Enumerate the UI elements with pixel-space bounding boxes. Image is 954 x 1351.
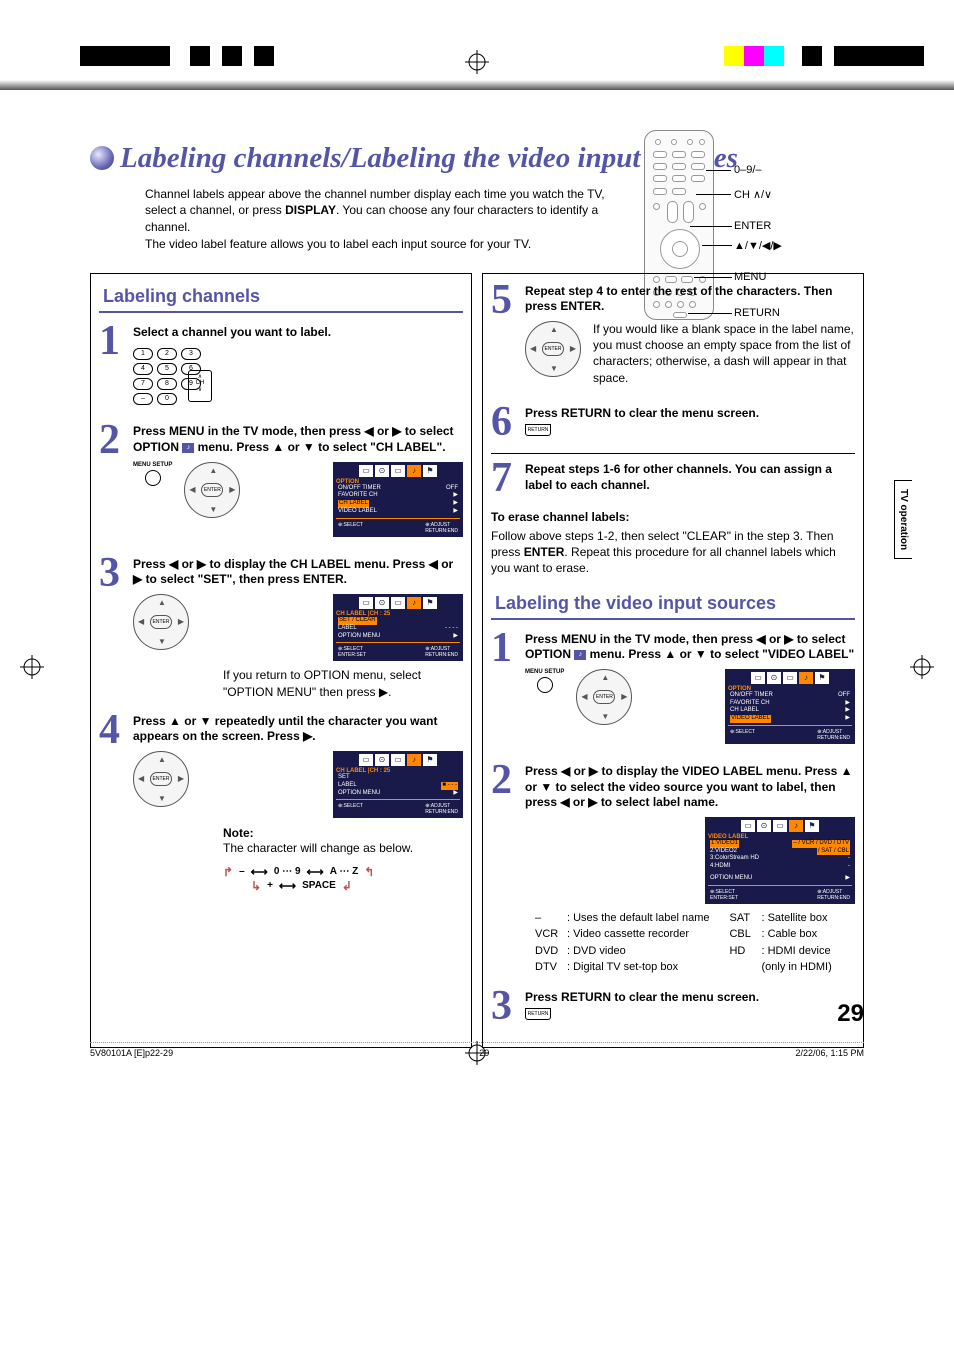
step-text: Press MENU in the TV mode, then press ◀ … xyxy=(525,632,855,663)
step-text: Repeat step 4 to enter the rest of the c… xyxy=(525,284,855,315)
title-section: Labeling channels/Labeling the video inp… xyxy=(90,140,864,253)
osd-menu: ▭⊙▭♪⚑ OPTION ON/OFF TIMEROFF FAVORITE CH… xyxy=(725,669,855,744)
menu-setup-icon: MENU SETUP xyxy=(525,669,564,693)
dpad-icon: ▲▼◀▶ENTER xyxy=(133,594,189,650)
step-text: Press ◀ or ▶ to display the VIDEO LABEL … xyxy=(525,764,855,811)
step-number: 5 xyxy=(491,284,525,392)
char-sequence-diagram: ↱–⟷0 ⋯ 9⟷A ⋯ Z↰ ↳+⟷SPACE↲ xyxy=(223,865,463,893)
erase-heading: To erase channel labels: xyxy=(491,510,855,524)
step-text: Repeat steps 1-6 for other channels. You… xyxy=(525,462,855,493)
step-text: Press ◀ or ▶ to display the CH LABEL men… xyxy=(133,557,463,588)
return-key-icon: RETURN xyxy=(525,424,551,436)
return-key-icon: RETURN xyxy=(525,1008,551,1020)
step-3: 3 Press ◀ or ▶ to display the CH LABEL m… xyxy=(99,557,463,700)
video-step-1: 1 Press MENU in the TV mode, then press … xyxy=(491,632,855,750)
osd-menu: ▭⊙▭♪⚑ VIDEO LABEL 1:VIDEO1– / VCR / DVD … xyxy=(705,817,855,904)
keypad-icon: 123 456 789 –0 ∧CH∨ xyxy=(133,348,463,402)
footer-filename: 5V80101A [E]p22-29 xyxy=(90,1048,173,1058)
step-text: Press RETURN to clear the menu screen. xyxy=(525,990,855,1006)
step-4: 4 Press ▲ or ▼ repeatedly until the char… xyxy=(99,714,463,893)
dpad-icon: ▲▼◀▶ENTER xyxy=(133,751,189,807)
step-1: 1 Select a channel you want to label. 12… xyxy=(99,325,463,411)
left-column: Labeling channels 1 Select a channel you… xyxy=(90,273,472,1048)
crosshair-icon xyxy=(465,1041,489,1070)
step-note: If you would like a blank space in the l… xyxy=(593,321,855,386)
erase-text: Follow above steps 1-2, then select "CLE… xyxy=(491,528,855,577)
step-number: 4 xyxy=(99,714,133,893)
step-number: 3 xyxy=(491,990,525,1024)
remote-label: 0–9/– xyxy=(734,164,762,176)
option-icon: ♪ xyxy=(574,650,586,660)
osd-menu: ▭⊙▭♪⚑ CH LABEL |CH : 25 SET LABEL■ - - -… xyxy=(333,751,463,818)
remote-label: ENTER xyxy=(734,220,771,232)
step-text: Press ▲ or ▼ repeatedly until the charac… xyxy=(133,714,463,745)
step-5: 5 Repeat step 4 to enter the rest of the… xyxy=(491,284,855,392)
dpad-icon: ▲▼◀▶ENTER xyxy=(184,462,240,518)
step-text: Select a channel you want to label. xyxy=(133,325,463,341)
section-heading: Labeling channels xyxy=(99,284,463,313)
step-number: 3 xyxy=(99,557,133,700)
section-heading: Labeling the video input sources xyxy=(491,591,855,620)
title-bullet-icon xyxy=(90,146,114,170)
step-note: If you return to OPTION menu, select "OP… xyxy=(223,667,463,699)
step-number: 2 xyxy=(99,424,133,542)
video-step-2: 2 Press ◀ or ▶ to display the VIDEO LABE… xyxy=(491,764,855,976)
step-number: 6 xyxy=(491,406,525,440)
right-column: 5 Repeat step 4 to enter the rest of the… xyxy=(482,273,864,1048)
footer-timestamp: 2/22/06, 1:15 PM xyxy=(795,1048,864,1058)
remote-label: ▲/▼/◀/▶ xyxy=(734,239,782,252)
page-number: 29 xyxy=(837,1000,864,1028)
step-2: 2 Press MENU in the TV mode, then press … xyxy=(99,424,463,542)
step-number: 1 xyxy=(99,325,133,411)
note-label: Note: xyxy=(223,826,463,840)
step-text: Press RETURN to clear the menu screen. xyxy=(525,406,855,422)
dpad-icon: ▲▼◀▶ENTER xyxy=(576,669,632,725)
step-number: 2 xyxy=(491,764,525,976)
note-text: The character will change as below. xyxy=(223,840,463,856)
side-tab: TV operation xyxy=(894,480,912,559)
step-text: Press MENU in the TV mode, then press ◀ … xyxy=(133,424,463,455)
label-definitions: –: Uses the default label name VCR: Vide… xyxy=(535,910,855,976)
step-6: 6 Press RETURN to clear the menu screen.… xyxy=(491,406,855,440)
menu-setup-icon: MENU SETUP xyxy=(133,462,172,486)
step-number: 1 xyxy=(491,632,525,750)
video-step-3: 3 Press RETURN to clear the menu screen.… xyxy=(491,990,855,1024)
step-7: 7 Repeat steps 1-6 for other channels. Y… xyxy=(491,462,855,496)
option-icon: ♪ xyxy=(182,443,194,453)
osd-menu: ▭⊙▭♪⚑ OPTION ON/OFF TIMEROFF FAVORITE CH… xyxy=(333,462,463,537)
remote-label: CH ∧/∨ xyxy=(734,188,772,201)
osd-menu: ▭⊙▭♪⚑ CH LABEL |CH : 25 SET / CLEAR LABE… xyxy=(333,594,463,661)
intro-text: Channel labels appear above the channel … xyxy=(145,186,615,253)
dpad-icon: ▲▼◀▶ENTER xyxy=(525,321,581,377)
step-number: 7 xyxy=(491,462,525,496)
